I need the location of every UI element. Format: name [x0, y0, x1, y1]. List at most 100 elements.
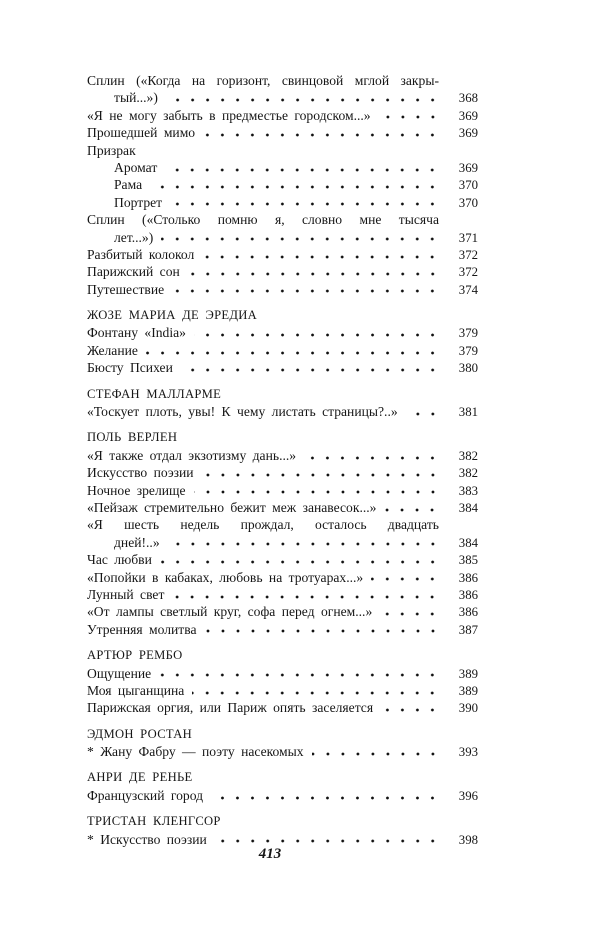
entry-line: Призрак — [87, 142, 478, 159]
entry-title-cont: лет...») — [114, 229, 154, 245]
entry-title: Разбитый колокол — [87, 246, 195, 262]
dot-leader — [211, 790, 440, 801]
dot-leader — [405, 406, 440, 417]
entry-title: Моя цыганщина — [87, 682, 185, 698]
entry-title: Желание — [87, 342, 138, 358]
toc-section: ПОЛЬ ВЕРЛЕН «Я также отдал экзотизму дань… — [87, 429, 478, 638]
entry-page: 386 — [458, 605, 478, 620]
entry-line: * Искусство поэзии 398 — [87, 831, 478, 848]
entry-title: Аромат — [114, 159, 158, 175]
entry-title: Рама — [114, 177, 143, 193]
entry-title: «Пейзаж стремительно бежит меж занавесок… — [87, 499, 377, 515]
toc-section: ТРИСТАН КЛЕНГСОР * Искусство поэзии 398 — [87, 813, 478, 848]
toc-entry: Ночное зрелище 383 — [87, 482, 478, 499]
entry-page: 372 — [458, 247, 478, 262]
entry-page: 390 — [458, 701, 478, 716]
entry-line: Прошедшей мимо 369 — [87, 124, 478, 141]
toc-entry: Аромат 369 — [87, 159, 478, 176]
toc-entry: Час любви 385 — [87, 551, 478, 568]
entry-page: 384 — [458, 500, 478, 515]
toc-entry: Французский город 396 — [87, 787, 478, 804]
dot-leader — [145, 345, 440, 356]
entry-page: 384 — [458, 535, 478, 550]
dot-leader — [187, 266, 440, 277]
entry-page: 372 — [458, 265, 478, 280]
toc-entry: Разбитый колокол 372 — [87, 246, 478, 263]
entry-title: Бюсту Психеи — [87, 360, 173, 376]
entry-title: * Искусство поэзии — [87, 831, 207, 847]
entry-line: Разбитый колокол 372 — [87, 246, 478, 263]
entry-page: 380 — [458, 361, 478, 376]
entry-line: * Жану Фабру — поэту насекомых 393 — [87, 743, 478, 760]
toc-section: АНРИ ДЕ РЕНЬЕ Французский город 396 — [87, 769, 478, 804]
toc-entry: * Искусство поэзии 398 — [87, 831, 478, 848]
entry-page: 398 — [458, 832, 478, 847]
dot-leader — [167, 537, 440, 548]
dot-leader — [214, 834, 440, 845]
entry-title: «Попойки в кабаках, любовь на тротуарах.… — [87, 569, 364, 585]
dot-leader — [192, 685, 440, 696]
entry-page: 379 — [458, 326, 478, 341]
dot-leader — [193, 485, 440, 496]
toc-entry: Искусство поэзии 382 — [87, 464, 478, 481]
entry-page: 368 — [458, 91, 478, 106]
toc-section: СТЕФАН МАЛЛАРМЕ «Тоскует плоть, увы! К че… — [87, 386, 478, 421]
dot-leader — [311, 746, 440, 757]
entry-line: Портрет 370 — [87, 194, 478, 211]
entry-title: Портрет — [114, 194, 163, 210]
toc-entry: Рама 370 — [87, 176, 478, 193]
entry-page: 389 — [458, 683, 478, 698]
toc-entry: Ощущение 389 — [87, 665, 478, 682]
entry-page: 383 — [458, 483, 478, 498]
dot-leader — [165, 162, 440, 173]
entry-page: 369 — [458, 108, 478, 123]
entry-page: 381 — [458, 405, 478, 420]
dot-leader — [159, 668, 440, 679]
entry-title: * Жану Фабру — поэту насекомых — [87, 744, 304, 760]
dot-leader — [381, 702, 440, 713]
entry-page: 396 — [458, 788, 478, 803]
toc-entry: Сплин («Столько помню я, словно мне тыся… — [87, 211, 478, 246]
author-heading: ЖОЗЕ МАРИА ДЕ ЭРЕДИА — [87, 308, 258, 323]
entry-line: Фонтану «India» 379 — [87, 324, 478, 341]
entry-title: Французский город — [87, 787, 204, 803]
toc-entry: Утренняя молитва 387 — [87, 621, 478, 638]
dot-leader — [159, 554, 440, 565]
entry-title: Фонтану «India» — [87, 325, 186, 341]
entry-line: «Попойки в кабаках, любовь на тротуарах.… — [87, 569, 478, 586]
entry-line: Час любви 385 — [87, 551, 478, 568]
toc-entry: Желание 379 — [87, 342, 478, 359]
entry-line: Аромат 369 — [87, 159, 478, 176]
toc-entry: «Тоскует плоть, увы! К чему листать стра… — [87, 403, 478, 420]
page-number: 413 — [258, 846, 282, 862]
entry-line: Лунный свет 386 — [87, 586, 478, 603]
toc-section: АРТЮР РЕМБО Ощущение 389 Моя цыганщина 389 Па… — [87, 647, 478, 717]
entry-page: 379 — [458, 343, 478, 358]
entry-line: Ощущение 389 — [87, 665, 478, 682]
entry-line: «Я не могу забыть в предместье городском… — [87, 107, 478, 124]
dot-leader — [165, 93, 440, 104]
entry-page: 374 — [458, 282, 478, 297]
entry-continuation: тый...») 368 — [87, 89, 478, 106]
entry-line: Рама 370 — [87, 176, 478, 193]
author-heading: ЭДМОН РОСТАН — [87, 726, 193, 741]
toc-section: ЖОЗЕ МАРИА ДЕ ЭРЕДИА Фонтану «India» 379 Же… — [87, 307, 478, 377]
toc-entry: «От лампы светлый круг, софа перед огнем… — [87, 603, 478, 620]
toc-entry: Моя цыганщина 389 — [87, 682, 478, 699]
entry-title: Призрак — [87, 142, 136, 158]
entry-page: 387 — [458, 622, 478, 637]
author-heading: АНРИ ДЕ РЕНЬЕ — [87, 770, 193, 785]
toc-entry: Парижский сон 372 — [87, 263, 478, 280]
entry-title: Утренняя молитва — [87, 621, 197, 637]
entry-title-cont: дней!..» — [114, 534, 160, 550]
dot-leader — [384, 502, 440, 513]
toc-section: Сплин («Когда на горизонт, свинцовой мгл… — [87, 72, 478, 298]
entry-line: Французский город 396 — [87, 787, 478, 804]
dot-leader — [202, 249, 440, 260]
entry-title: «От лампы светлый круг, софа перед огнем… — [87, 604, 373, 620]
dot-leader — [172, 589, 440, 600]
toc-entry: Портрет 370 — [87, 194, 478, 211]
dot-leader — [380, 607, 440, 618]
dot-leader — [172, 284, 440, 295]
entry-title: Парижская оргия, или Париж опять заселяе… — [87, 700, 374, 716]
